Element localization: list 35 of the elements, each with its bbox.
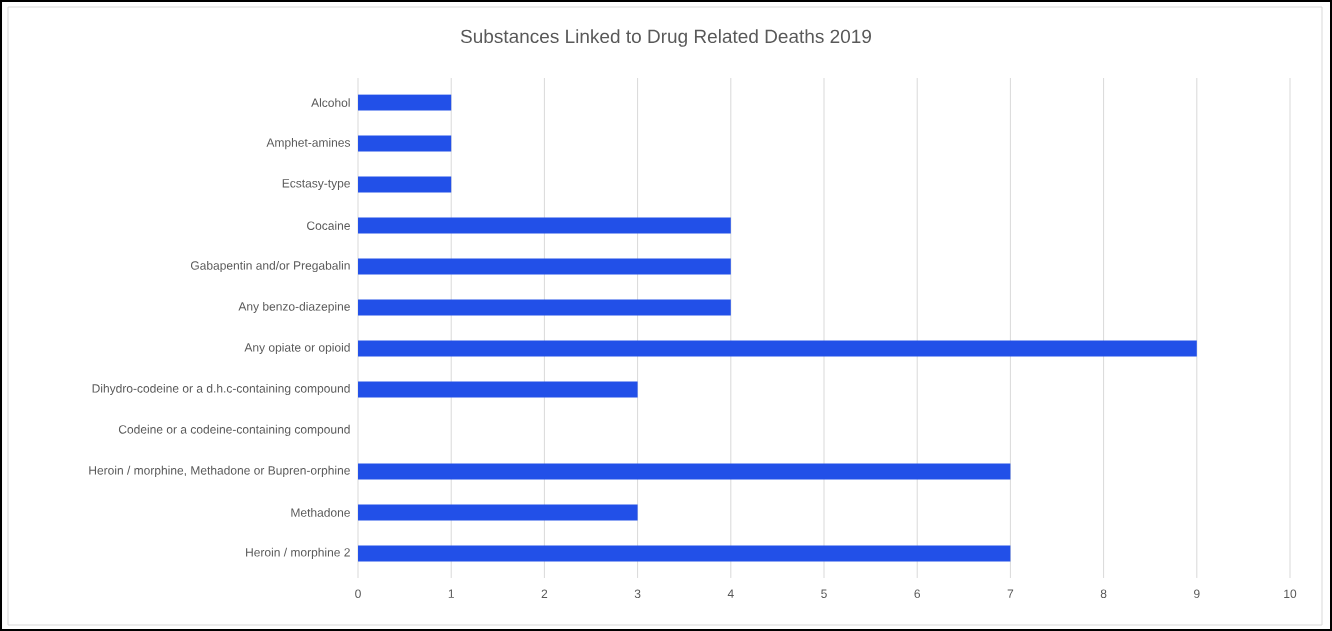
y-tick-label: Cocaine [307, 221, 350, 230]
bar [358, 463, 1011, 480]
x-tick-label: 10 [1284, 589, 1297, 599]
y-tick-label: Codeine or a codeine-containing compound [118, 424, 350, 437]
y-tick-label: Heroin / morphine, Methadone or Bupren-orphine [89, 465, 350, 478]
x-tick-label: 5 [821, 589, 827, 598]
bar [358, 217, 731, 234]
y-tick-label: Methadone [291, 508, 350, 517]
bar [358, 299, 731, 316]
x-tick-label: 2 [541, 589, 548, 598]
x-tick-label: 7 [1007, 589, 1014, 598]
x-tick-label: 3 [634, 589, 641, 599]
y-tick-label: Any benzo-diazepine [238, 301, 350, 314]
y-tick-label: Heroin / morphine 2 [246, 547, 350, 559]
y-tick-label: Dihydro-codeine or a d.h.c-containing compound [92, 383, 350, 396]
y-tick-label: Alcohol [311, 98, 350, 107]
bar [358, 545, 1011, 562]
x-tick-label: 6 [914, 589, 921, 599]
y-tick-label: Ecstasy-type [282, 179, 350, 190]
bar [358, 94, 452, 111]
bar [358, 258, 731, 275]
bar [358, 176, 452, 193]
bar [358, 340, 1197, 357]
bar [358, 135, 452, 152]
y-tick-label: Amphet-amines [266, 137, 351, 150]
bar [358, 381, 638, 398]
x-tick-label: 0 [355, 589, 361, 599]
x-tick-label: 4 [727, 589, 734, 598]
bar [358, 504, 638, 521]
x-tick-label: 9 [1194, 589, 1200, 599]
x-tick-label: 1 [448, 589, 454, 598]
y-tick-label: Gabapentin and/or Pregabalin [190, 260, 350, 273]
x-tick-label: 8 [1100, 589, 1107, 599]
y-tick-label: Any opiate or opioid [244, 342, 350, 355]
chart-title: Substances Linked to Drug Related Deaths 2019 [460, 29, 871, 47]
